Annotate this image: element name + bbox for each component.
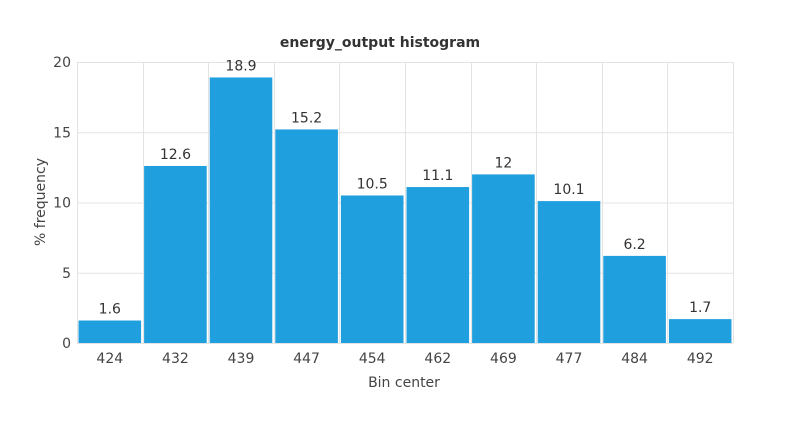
y-tick-label: 20 bbox=[53, 55, 71, 71]
histogram-bar bbox=[275, 129, 338, 343]
y-tick-label: 5 bbox=[62, 266, 71, 282]
x-tick-label: 424 bbox=[96, 351, 123, 367]
bar-value-label: 10.5 bbox=[357, 176, 388, 192]
histogram-bar bbox=[144, 165, 207, 343]
x-tick-label: 462 bbox=[424, 351, 451, 367]
bar-value-label: 11.1 bbox=[422, 168, 453, 184]
data-labels: 1.6 12.6 18.9 15.2 10.5 11.1 12 10.1 6.2 1.7 bbox=[99, 58, 712, 317]
histogram-bar bbox=[406, 187, 470, 343]
x-tick-label: 439 bbox=[228, 351, 255, 367]
x-tick-label: 454 bbox=[359, 351, 386, 367]
histogram-bar bbox=[603, 255, 666, 343]
bar-value-label: 1.7 bbox=[689, 300, 711, 316]
y-tick-labels: 0 5 10 15 20 bbox=[53, 55, 71, 352]
x-tick-label: 492 bbox=[687, 351, 714, 367]
bars bbox=[78, 77, 732, 343]
histogram-bar bbox=[668, 319, 732, 343]
bar-value-label: 12 bbox=[494, 155, 512, 171]
x-tick-labels: 424 432 439 447 454 462 469 477 484 492 bbox=[96, 351, 713, 367]
x-axis-title: Bin center bbox=[368, 375, 440, 391]
bar-value-label: 6.2 bbox=[623, 237, 645, 253]
histogram-bar bbox=[537, 201, 601, 343]
x-tick-label: 469 bbox=[490, 351, 517, 367]
bar-value-label: 12.6 bbox=[160, 147, 191, 163]
bar-value-label: 1.6 bbox=[99, 302, 121, 318]
histogram-bar bbox=[209, 77, 273, 343]
x-tick-label: 447 bbox=[293, 351, 320, 367]
y-tick-label: 15 bbox=[53, 125, 71, 141]
histogram-bar bbox=[472, 174, 535, 343]
bar-value-label: 10.1 bbox=[553, 182, 584, 198]
x-tick-label: 484 bbox=[621, 351, 648, 367]
chart-title: energy_output histogram bbox=[280, 35, 480, 51]
y-axis-title: % frequency bbox=[33, 158, 49, 246]
y-tick-label: 0 bbox=[62, 336, 71, 352]
bar-value-label: 15.2 bbox=[291, 110, 322, 126]
x-tick-label: 477 bbox=[556, 351, 583, 367]
histogram-bar bbox=[78, 320, 142, 343]
y-tick-label: 10 bbox=[53, 196, 71, 212]
x-tick-label: 432 bbox=[162, 351, 189, 367]
bar-value-label: 18.9 bbox=[225, 58, 256, 74]
histogram-bar bbox=[340, 195, 404, 343]
